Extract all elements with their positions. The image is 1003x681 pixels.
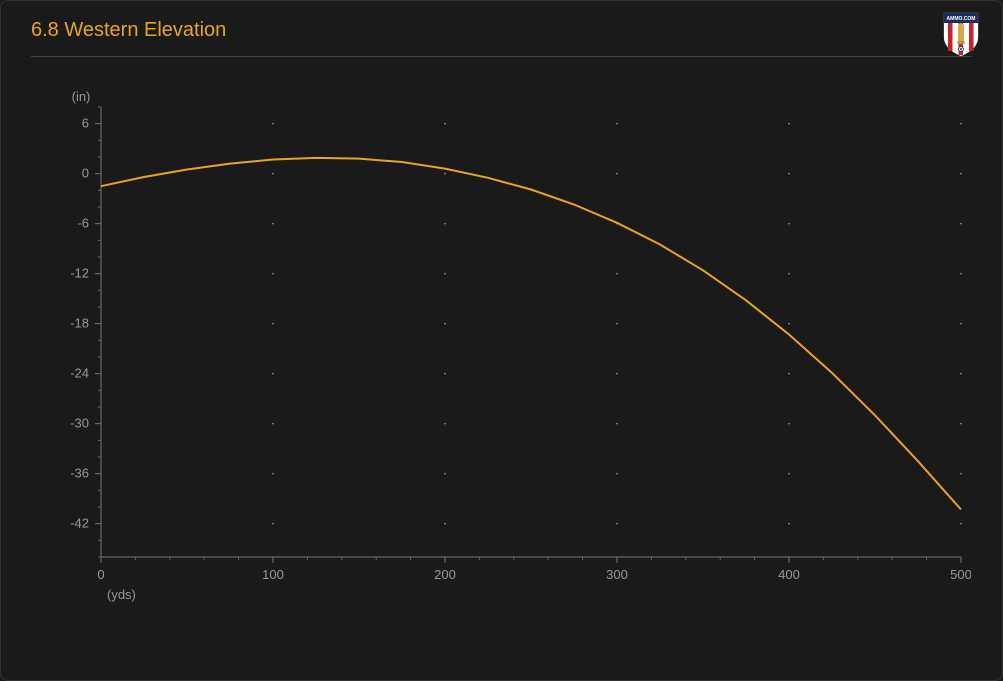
- brand-logo: AMMO.COM: [940, 9, 982, 62]
- chart-title: 6.8 Western Elevation: [31, 19, 226, 42]
- shield-icon: AMMO.COM: [940, 9, 982, 57]
- x-tick-label: 400: [778, 567, 800, 582]
- x-tick-label: 300: [606, 567, 628, 582]
- y-tick-label: 0: [82, 166, 89, 181]
- x-tick-label: 500: [950, 567, 971, 582]
- chart-panel: 6.8 Western Elevation AMMO.COM (in) 6 0 -6 -…: [0, 0, 1003, 681]
- y-tick-label: -24: [70, 366, 89, 381]
- x-tick-label: 100: [262, 567, 284, 582]
- x-axis-label: (yds): [107, 587, 136, 602]
- y-tick-label: -36: [70, 466, 89, 481]
- chart-area: (in) 6 0 -6 -12 -18 -24 -30 -36 -42 0 100 200 300 400 5…: [31, 87, 972, 647]
- y-tick-label: -30: [70, 416, 89, 431]
- x-tick-label: 0: [97, 567, 104, 582]
- y-tick-label: -18: [70, 316, 89, 331]
- logo-text: AMMO.COM: [947, 16, 976, 22]
- elevation-line: [101, 158, 961, 510]
- header: 6.8 Western Elevation: [1, 1, 1002, 50]
- y-axis-label: (in): [72, 89, 91, 104]
- y-tick-label: -6: [77, 216, 89, 231]
- header-divider: [31, 56, 972, 57]
- y-tick-label: -12: [70, 266, 89, 281]
- elevation-chart: (in) 6 0 -6 -12 -18 -24 -30 -36 -42 0 100 200 300 400 5…: [31, 87, 971, 647]
- y-tick-label: -42: [70, 516, 89, 531]
- x-tick-label: 200: [434, 567, 456, 582]
- y-tick-label: 6: [82, 116, 89, 131]
